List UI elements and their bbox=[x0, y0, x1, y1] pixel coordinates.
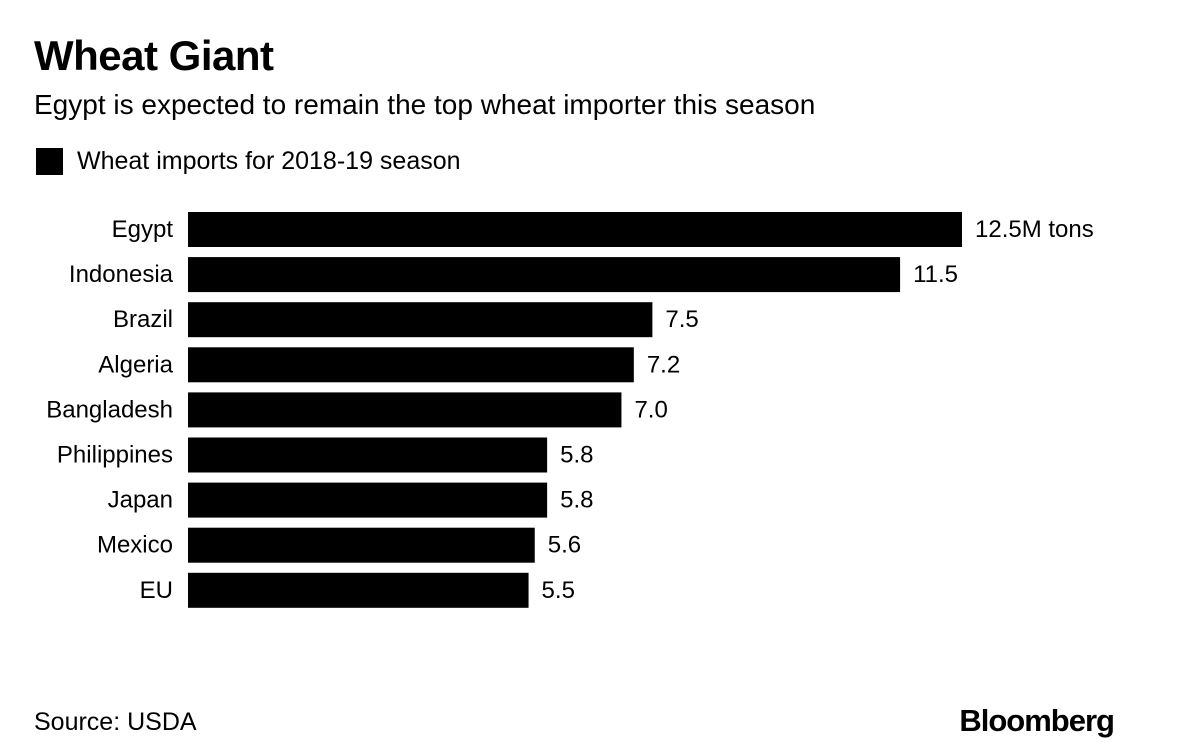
legend-label: Wheat imports for 2018-19 season bbox=[77, 146, 461, 175]
category-label: EU bbox=[140, 577, 173, 604]
data-label: 7.5 bbox=[665, 306, 698, 333]
category-label: Mexico bbox=[97, 532, 173, 559]
category-label: Japan bbox=[108, 487, 173, 514]
data-label: 5.8 bbox=[560, 487, 593, 514]
legend: Wheat imports for 2018-19 season bbox=[36, 146, 461, 176]
category-label: Egypt bbox=[112, 216, 174, 243]
chart-title: Wheat Giant bbox=[34, 32, 274, 79]
category-label: Bangladesh bbox=[46, 396, 173, 423]
data-label: 7.2 bbox=[647, 351, 680, 378]
data-label: 7.0 bbox=[634, 396, 667, 423]
bar bbox=[188, 572, 529, 608]
chart-subtitle: Egypt is expected to remain the top whea… bbox=[34, 89, 816, 120]
data-label: 5.6 bbox=[548, 532, 581, 559]
data-label: 5.8 bbox=[560, 442, 593, 469]
data-label: 11.5 bbox=[913, 261, 958, 288]
bar bbox=[188, 257, 901, 293]
category-label: Philippines bbox=[57, 442, 173, 469]
bar bbox=[188, 347, 634, 383]
category-label: Indonesia bbox=[69, 261, 174, 288]
bar bbox=[188, 302, 653, 338]
category-label: Brazil bbox=[113, 306, 173, 333]
data-label: 5.5 bbox=[542, 577, 575, 604]
bar bbox=[188, 392, 622, 428]
data-label: 12.5M tons bbox=[975, 216, 1094, 243]
bar bbox=[188, 527, 535, 563]
bloomberg-logo: Bloomberg bbox=[959, 703, 1115, 738]
bar bbox=[188, 437, 548, 473]
category-label: Algeria bbox=[98, 351, 173, 378]
bar bbox=[188, 212, 962, 247]
legend-swatch bbox=[36, 147, 63, 175]
source-note: Source: USDA bbox=[34, 708, 197, 736]
bar bbox=[188, 482, 548, 518]
